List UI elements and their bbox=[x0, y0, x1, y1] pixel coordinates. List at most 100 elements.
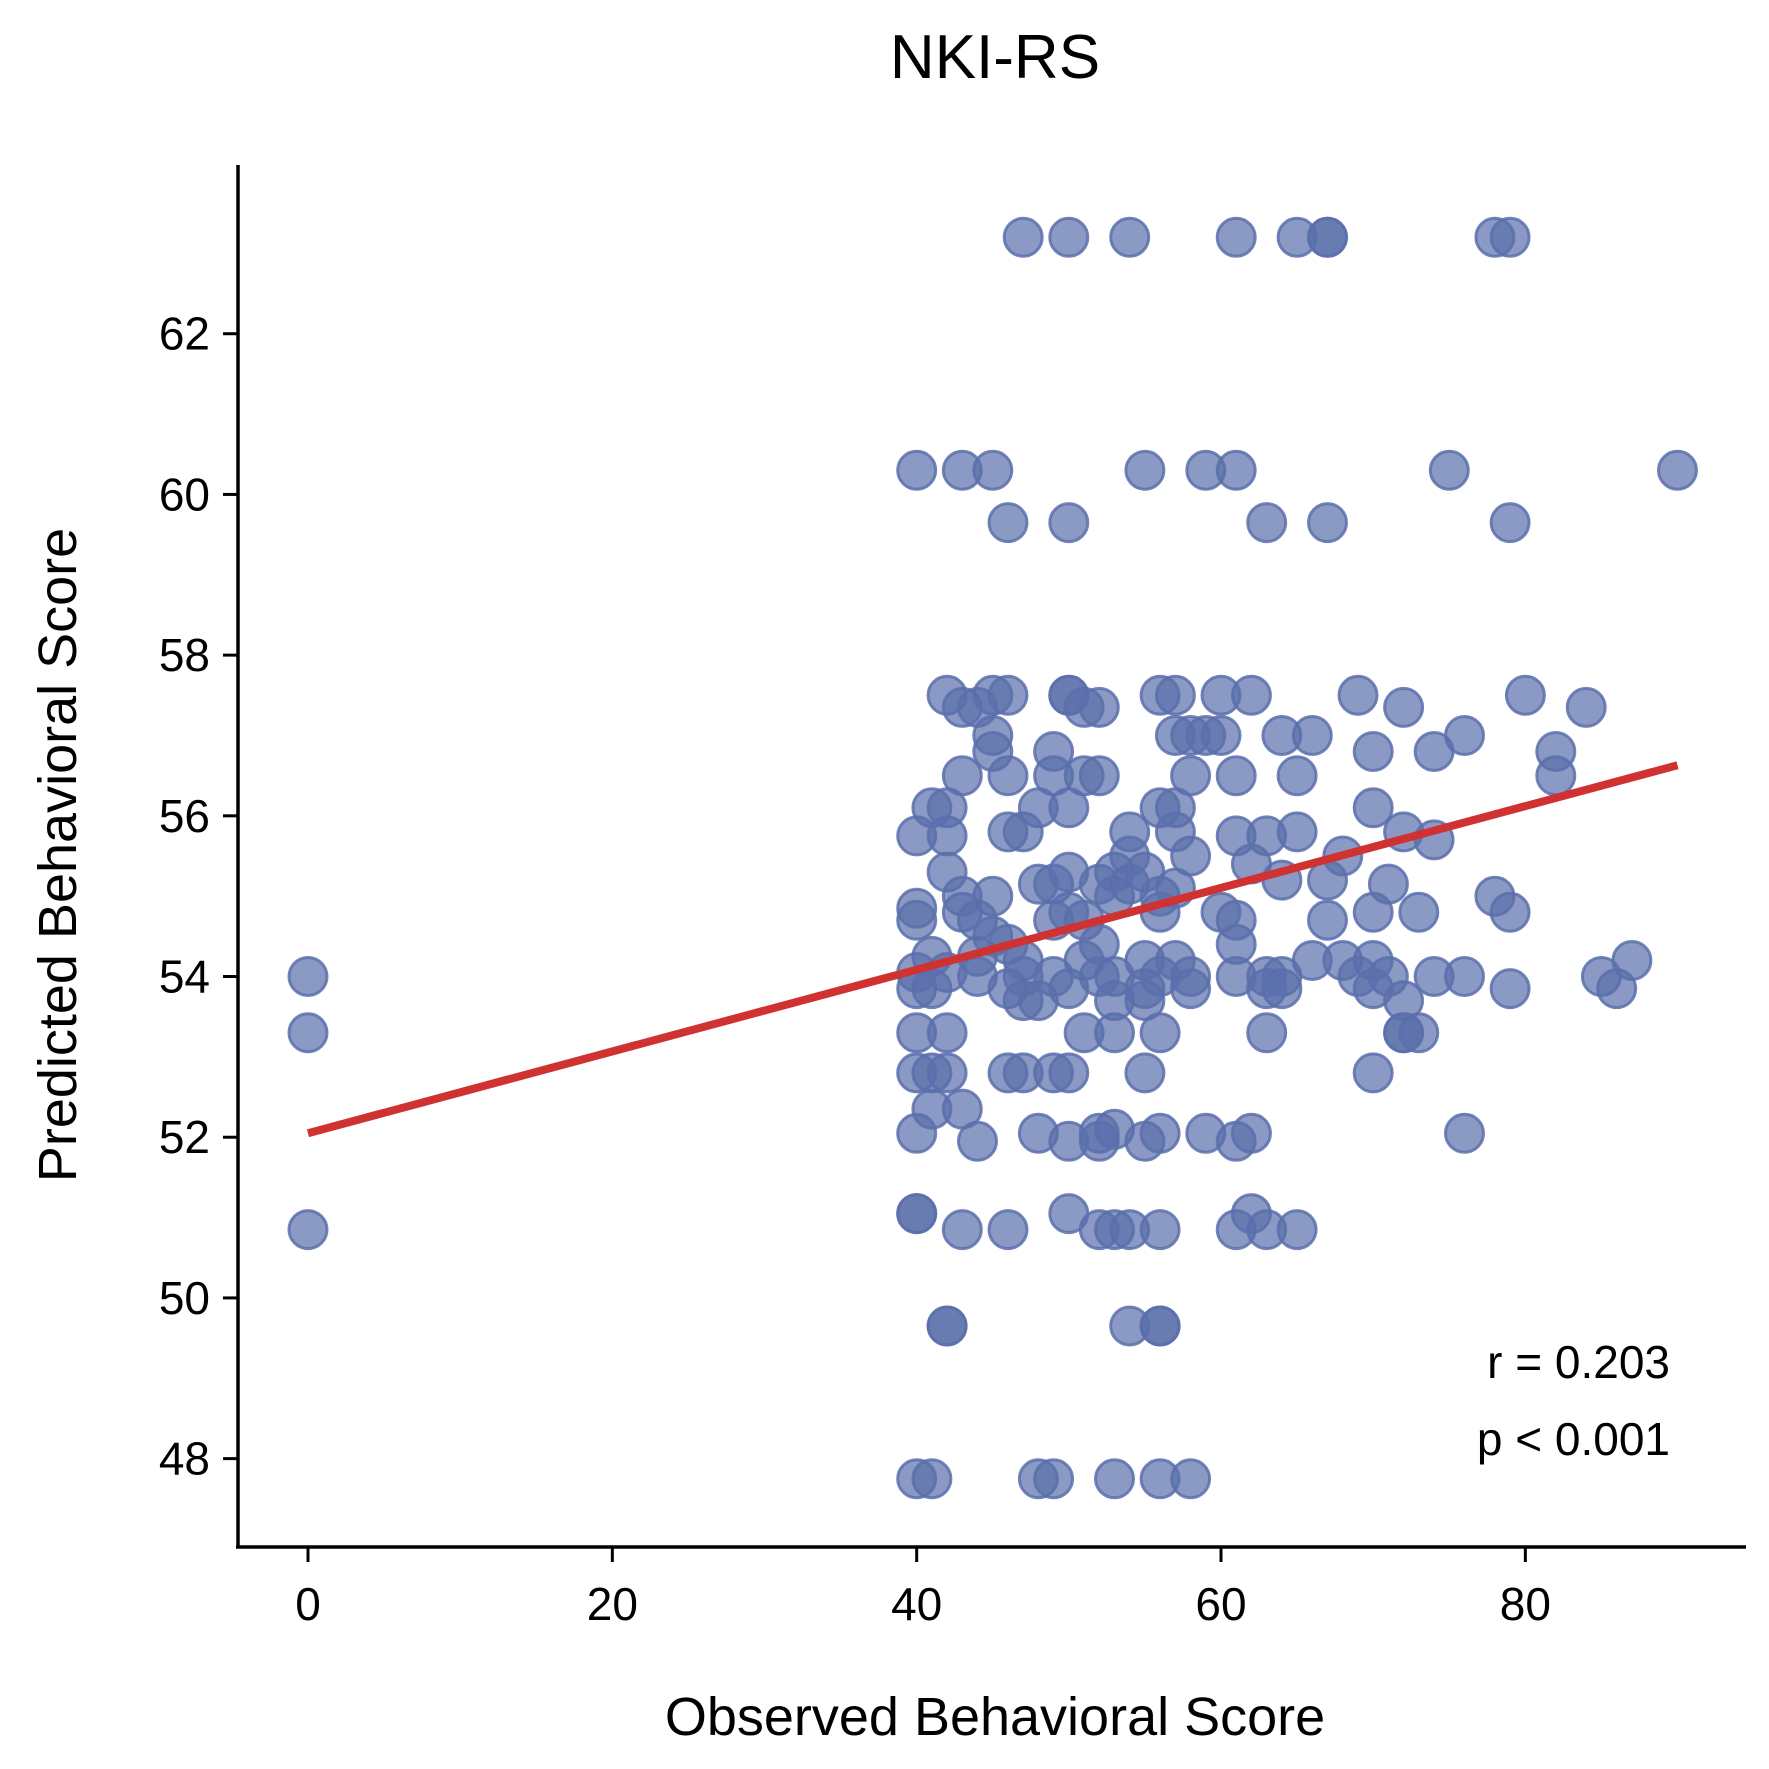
data-point bbox=[1398, 891, 1440, 933]
data-point bbox=[1413, 731, 1455, 772]
data-point bbox=[896, 899, 938, 941]
data-point bbox=[1078, 1120, 1120, 1162]
data-point bbox=[926, 1305, 968, 1347]
data-point bbox=[926, 815, 968, 857]
data-point bbox=[1124, 1120, 1166, 1162]
data-point bbox=[926, 1012, 968, 1054]
data-point bbox=[896, 449, 938, 491]
data-point bbox=[1139, 1305, 1181, 1347]
data-point bbox=[1230, 674, 1272, 716]
data-point bbox=[1246, 1012, 1288, 1054]
y-tick-label: 58 bbox=[159, 629, 210, 681]
data-point bbox=[1215, 1120, 1257, 1162]
data-point bbox=[987, 1209, 1029, 1251]
data-point bbox=[1352, 1052, 1394, 1094]
data-point bbox=[1444, 956, 1485, 997]
x-tick-label: 40 bbox=[891, 1578, 942, 1630]
data-point bbox=[287, 1209, 329, 1251]
y-tick-label: 60 bbox=[159, 468, 210, 520]
data-point bbox=[1215, 216, 1257, 258]
x-ticks: 0 20 40 60 80 bbox=[295, 1547, 1551, 1630]
data-points bbox=[287, 216, 1698, 1500]
data-point bbox=[1398, 1012, 1440, 1054]
y-tick-label: 56 bbox=[159, 790, 210, 842]
y-axis-label: Predicted Behavioral Score bbox=[28, 528, 88, 1182]
x-tick-label: 80 bbox=[1500, 1578, 1551, 1630]
data-point bbox=[287, 956, 329, 997]
data-point bbox=[287, 1012, 329, 1054]
y-tick-label: 54 bbox=[159, 951, 210, 1003]
regression-line bbox=[306, 761, 1679, 1138]
y-tick-label: 62 bbox=[159, 308, 210, 360]
data-point bbox=[1535, 755, 1577, 797]
x-tick-label: 60 bbox=[1195, 1578, 1246, 1630]
data-point bbox=[941, 1209, 983, 1251]
data-point bbox=[1033, 1458, 1075, 1500]
data-point bbox=[1017, 980, 1059, 1022]
data-point bbox=[1596, 968, 1638, 1010]
data-point bbox=[1124, 1052, 1166, 1094]
data-point bbox=[1215, 449, 1257, 491]
y-ticks: 48 50 52 54 56 58 60 62 bbox=[159, 308, 238, 1485]
data-point bbox=[1504, 674, 1546, 716]
data-point bbox=[1428, 449, 1470, 491]
data-point bbox=[1352, 731, 1394, 772]
data-point bbox=[1291, 715, 1333, 756]
correlation-annotation: r = 0.203 bbox=[1487, 1336, 1670, 1388]
data-point bbox=[896, 1112, 938, 1154]
data-point bbox=[1489, 968, 1531, 1010]
data-point bbox=[1094, 1458, 1135, 1500]
data-point bbox=[1170, 1458, 1212, 1500]
data-point bbox=[1261, 968, 1303, 1010]
data-point bbox=[1109, 216, 1151, 258]
data-point bbox=[1489, 216, 1531, 258]
x-tick-label: 20 bbox=[587, 1578, 638, 1630]
data-point bbox=[1139, 1012, 1181, 1054]
data-point bbox=[1215, 755, 1257, 797]
data-point bbox=[1276, 1209, 1318, 1251]
data-point bbox=[1383, 686, 1425, 728]
data-point bbox=[1352, 787, 1394, 829]
data-point bbox=[1048, 787, 1090, 829]
data-point bbox=[1170, 968, 1212, 1010]
data-point bbox=[1200, 715, 1242, 756]
data-point bbox=[911, 1458, 953, 1500]
data-point bbox=[1246, 502, 1288, 544]
data-point bbox=[1352, 891, 1394, 933]
data-point bbox=[896, 1193, 938, 1235]
data-point bbox=[1307, 502, 1348, 544]
data-point bbox=[987, 502, 1029, 544]
data-point bbox=[1154, 674, 1196, 716]
data-point bbox=[1337, 674, 1379, 716]
y-tick-label: 48 bbox=[159, 1433, 210, 1485]
data-point bbox=[1002, 216, 1044, 258]
data-point bbox=[1078, 686, 1120, 728]
data-point bbox=[1078, 755, 1120, 797]
data-point bbox=[1657, 449, 1698, 491]
data-point bbox=[1139, 1209, 1181, 1251]
data-point bbox=[1444, 1112, 1485, 1154]
data-point bbox=[1489, 891, 1531, 933]
x-tick-label: 0 bbox=[295, 1578, 321, 1630]
data-point bbox=[1565, 686, 1607, 728]
data-point bbox=[1002, 811, 1044, 853]
p-value-annotation: p < 0.001 bbox=[1477, 1413, 1670, 1465]
data-point bbox=[911, 968, 953, 1010]
data-point bbox=[1276, 755, 1318, 797]
data-point bbox=[1489, 502, 1531, 544]
data-point bbox=[1048, 1052, 1090, 1094]
chart-title: NKI-RS bbox=[890, 23, 1100, 92]
data-point bbox=[1094, 1012, 1135, 1054]
data-point bbox=[972, 449, 1014, 491]
axes bbox=[236, 165, 1746, 1549]
data-point bbox=[987, 755, 1029, 797]
data-point bbox=[1048, 216, 1090, 258]
data-point bbox=[1124, 449, 1166, 491]
data-point bbox=[1307, 899, 1348, 941]
data-point bbox=[1276, 811, 1318, 853]
x-axis-label: Observed Behavioral Score bbox=[665, 1687, 1325, 1747]
data-point bbox=[1048, 502, 1090, 544]
y-tick-label: 52 bbox=[159, 1111, 210, 1163]
data-point bbox=[1307, 216, 1348, 258]
